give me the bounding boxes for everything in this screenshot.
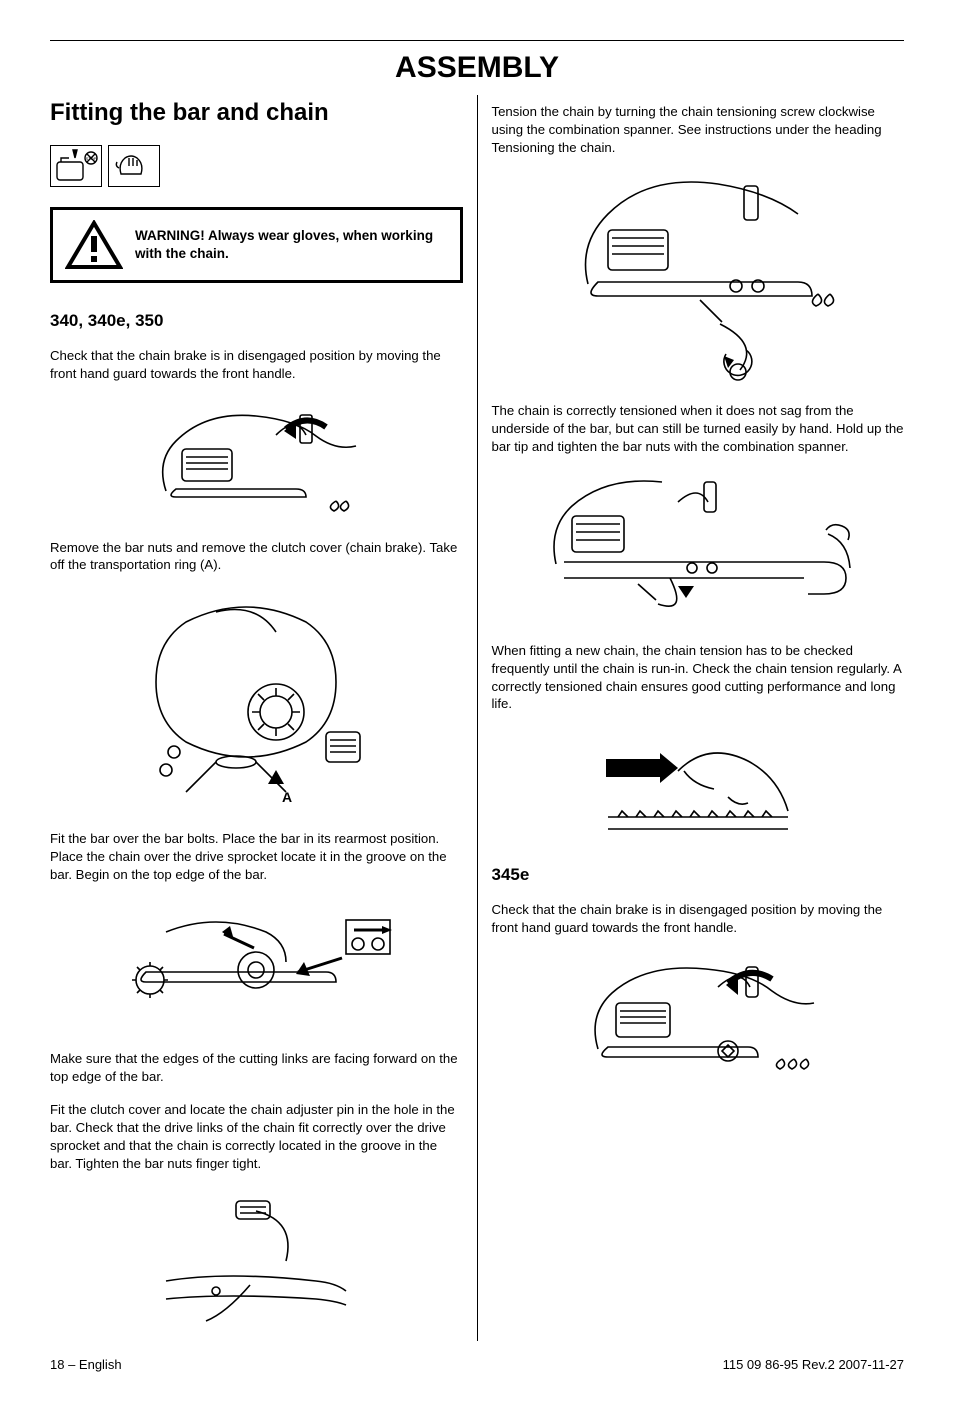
warning-triangle-icon <box>65 220 123 270</box>
figure-glove-chain <box>492 731 905 841</box>
figure-tighten-nuts <box>50 1191 463 1331</box>
para-r2: The chain is correctly tensioned when it… <box>492 402 905 455</box>
right-column: Tension the chain by turning the chain t… <box>478 95 905 1341</box>
footer-left: 18 – English <box>50 1357 122 1372</box>
page-footer: 18 – English 115 09 86-95 Rev.2 2007-11-… <box>50 1357 904 1372</box>
warning-text: WARNING! Always wear gloves, when workin… <box>135 227 448 263</box>
para-r1: Tension the chain by turning the chain t… <box>492 103 905 156</box>
figure-tension-screw <box>492 174 905 384</box>
para-4: Make sure that the edges of the cutting … <box>50 1050 463 1086</box>
gloves-icon <box>108 145 160 187</box>
figure-remove-clutch-cover: A <box>50 592 463 812</box>
page-heading: ASSEMBLY <box>50 51 904 85</box>
safety-icon-row: STOP <box>50 145 463 187</box>
warning-box: WARNING! Always wear gloves, when workin… <box>50 207 463 283</box>
para-2: Remove the bar nuts and remove the clutc… <box>50 539 463 575</box>
para-r4: Check that the chain brake is in disenga… <box>492 901 905 937</box>
subheading-345e: 345e <box>492 865 905 885</box>
figure-chain-tensioned <box>492 474 905 624</box>
two-column-layout: Fitting the bar and chain STOP <box>50 95 904 1341</box>
para-3: Fit the bar over the bar bolts. Place th… <box>50 830 463 883</box>
para-r3: When fitting a new chain, the chain tens… <box>492 642 905 713</box>
figure-fit-bar <box>50 902 463 1032</box>
para-1: Check that the chain brake is in disenga… <box>50 347 463 383</box>
left-column: Fitting the bar and chain STOP <box>50 95 478 1341</box>
figure-brake-disengage <box>50 401 463 521</box>
figure-345e-brake <box>492 955 905 1085</box>
stop-engine-icon: STOP <box>50 145 102 187</box>
stop-label: STOP <box>86 156 97 161</box>
para-5: Fit the clutch cover and locate the chai… <box>50 1101 463 1172</box>
footer-right: 115 09 86-95 Rev.2 2007-11-27 <box>723 1357 904 1372</box>
section-title: Fitting the bar and chain <box>50 99 463 127</box>
figure-letter-a: A <box>282 789 292 805</box>
top-rule <box>50 40 904 41</box>
subheading-340: 340, 340e, 350 <box>50 311 463 331</box>
